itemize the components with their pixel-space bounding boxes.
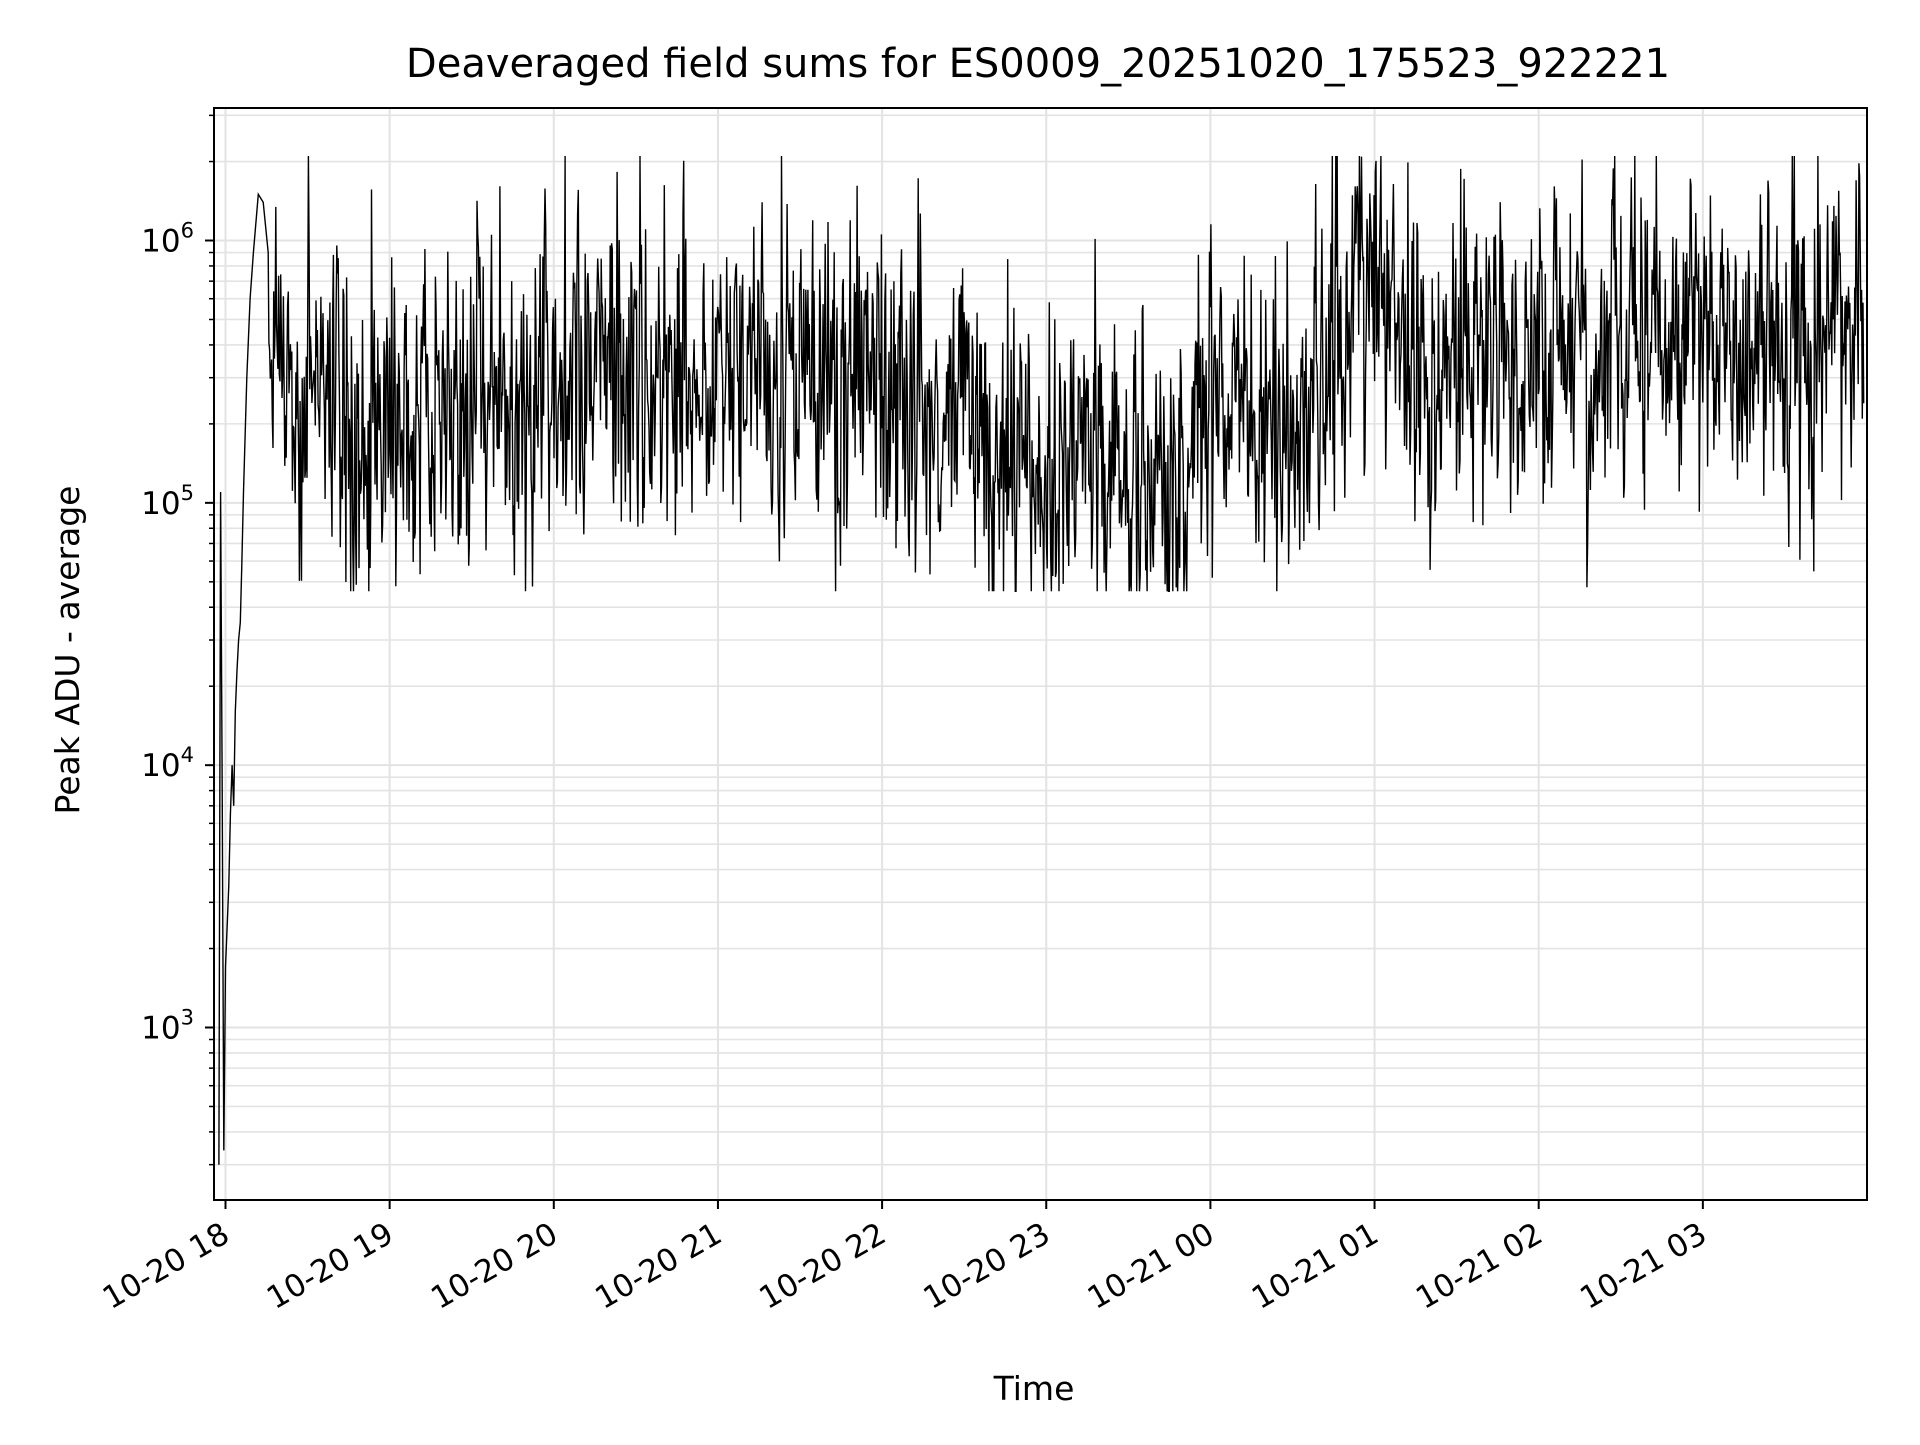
grid [214,108,1867,1200]
series-line [218,155,1865,1165]
chart-title: Deaveraged field sums for ES0009_2025102… [406,41,1670,87]
y-tick-label: 105 [141,481,194,522]
data-area [218,155,1865,1165]
y-axis-label: Peak ADU - average [48,486,87,815]
x-axis-label: Time [993,1369,1075,1408]
y-tick-label: 103 [141,1005,194,1046]
plot-frame [213,107,1868,1201]
y-tick-label: 104 [141,743,194,784]
y-tick-label: 106 [141,219,194,260]
